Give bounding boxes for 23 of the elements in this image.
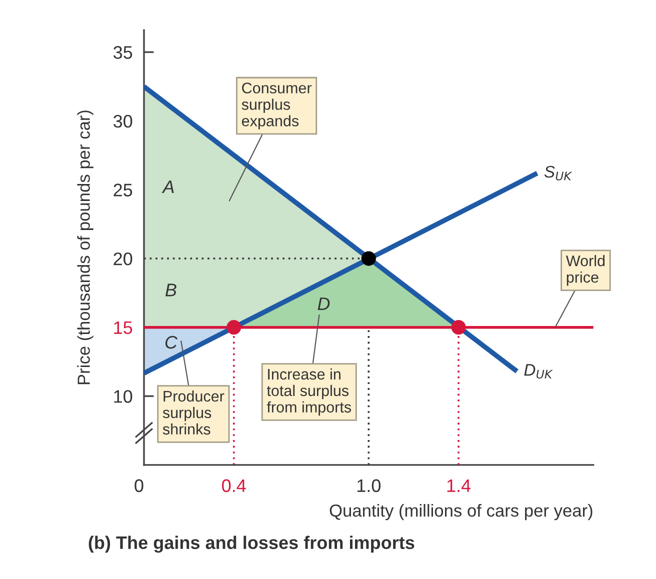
annotation: B (165, 284, 176, 296)
text: (b) The gains and losses from imports (88, 536, 414, 553)
x-axis-title: Quantity (millions of cars per year) (330, 504, 592, 520)
annotation: D (318, 298, 330, 310)
y-tick-label: 30 (113, 114, 132, 128)
ref-line-label: World price (566, 255, 605, 286)
series-label: S$_{UK}$ (544, 166, 572, 180)
y-tick-label: 10 (114, 390, 132, 403)
annotation: C (165, 336, 178, 349)
x-tick-label: 1.4 (447, 479, 471, 492)
y-axis-title: Price (thousands of pounds per car) (77, 110, 94, 384)
annotation: Producer surplus shrinks (162, 390, 224, 435)
y-tick-label: 20 (114, 252, 132, 266)
annotation: Increase in total surplus from imports (266, 368, 352, 416)
x-tick-label: 1.0 (358, 479, 381, 492)
annotation: Consumer surplus expands (242, 82, 312, 130)
series-label: D$_{UK}$ (524, 364, 553, 379)
y-tick-label: 15 (114, 321, 132, 334)
x-tick-label: 0.4 (222, 479, 246, 492)
y-tick-label: 35 (113, 46, 132, 59)
x-tick-label: 0 (134, 479, 144, 492)
y-tick-label: 25 (114, 184, 132, 196)
annotation: A (162, 180, 174, 194)
